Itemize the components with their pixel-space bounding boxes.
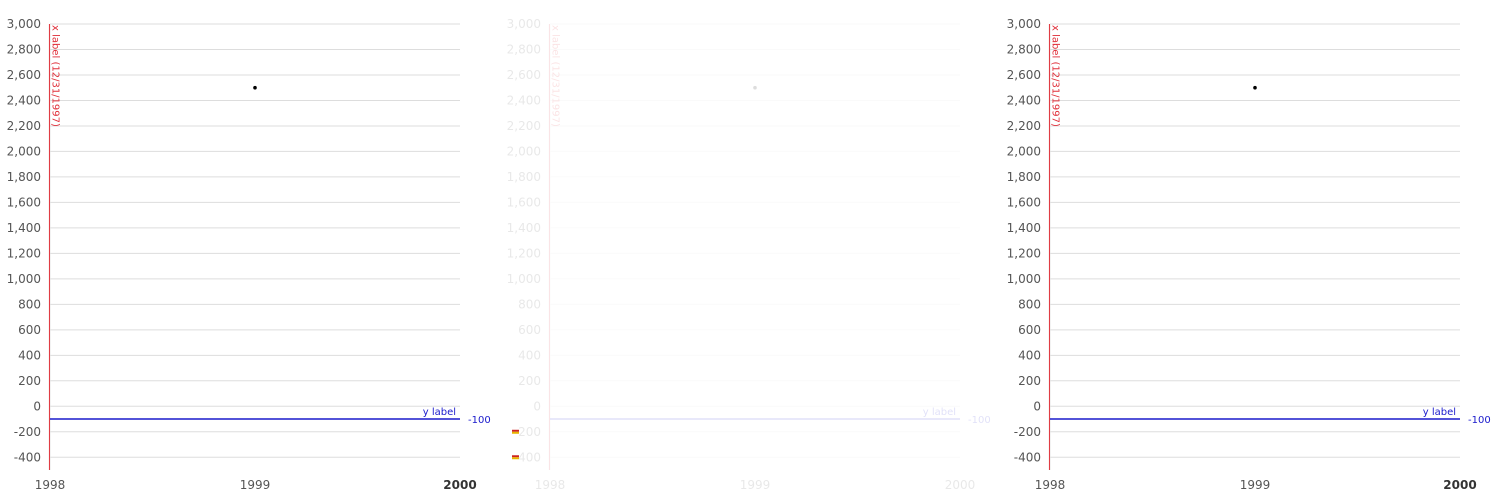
y-tick-label: 400 — [518, 348, 541, 362]
y-annotation-value-label: -100 — [1468, 415, 1491, 426]
y-tick-label: 1,400 — [1007, 221, 1041, 235]
y-tick-label: -400 — [1014, 450, 1041, 464]
chart-panel-middle: 3,000 2,800 2,600 2,400 2,200 2,000 1,800 1,600… — [507, 17, 991, 492]
legend-marker-glyph — [512, 429, 519, 434]
legend-marker-glyph — [512, 455, 519, 460]
x-tick-label: 2000 — [945, 478, 976, 492]
y-tick-label: 400 — [18, 348, 41, 362]
y-annotation-label: y label — [923, 407, 956, 418]
y-tick-label: 2,000 — [507, 144, 541, 158]
data-point[interactable] — [753, 85, 757, 90]
x-annotation-label: x label (12/31/1997) — [549, 25, 560, 127]
y-annotation-label: y label — [423, 407, 456, 418]
y-tick-label: 2,000 — [7, 144, 41, 158]
x-tick-label: 1999 — [740, 478, 771, 492]
x-tick-label: 2000 — [1443, 478, 1476, 492]
y-tick-label: 2,800 — [1007, 42, 1041, 56]
data-point[interactable] — [253, 85, 257, 90]
x-tick-label: 1998 — [35, 478, 66, 492]
y-tick-label: 1,800 — [1007, 170, 1041, 184]
x-annotation-label: x label (12/31/1997) — [49, 25, 60, 127]
y-tick-label: 2,400 — [7, 93, 41, 107]
y-tick-label: 1,000 — [507, 272, 541, 286]
chart-panel-left: 3,000 2,800 2,600 2,400 2,200 2,000 1,800 1,600… — [7, 17, 491, 492]
y-tick-label: -400 — [14, 450, 41, 464]
x-annotation-label: x label (12/31/1997) — [1049, 25, 1060, 127]
y-tick-label: 800 — [518, 297, 541, 311]
y-tick-label: 3,000 — [1007, 17, 1041, 31]
y-tick-label: 0 — [533, 399, 541, 413]
chart-panel-right: 3,000 2,800 2,600 2,400 2,200 2,000 1,800 1,600… — [1007, 17, 1491, 492]
y-tick-label: 2,600 — [7, 68, 41, 82]
y-tick-label: 1,200 — [1007, 246, 1041, 260]
y-tick-label: 2,200 — [7, 119, 41, 133]
y-tick-label: 1,600 — [507, 195, 541, 209]
y-tick-label: 2,200 — [1007, 119, 1041, 133]
x-tick-label: 1998 — [535, 478, 566, 492]
y-tick-label: 3,000 — [7, 17, 41, 31]
y-tick-label: 1,800 — [7, 170, 41, 184]
y-tick-label: 2,800 — [7, 42, 41, 56]
x-tick-label: 1998 — [1035, 478, 1066, 492]
y-tick-label: 1,000 — [7, 272, 41, 286]
y-tick-label: 200 — [1018, 374, 1041, 388]
y-tick-label: -200 — [514, 425, 541, 439]
x-tick-label: 2000 — [443, 478, 476, 492]
y-tick-label: 800 — [1018, 297, 1041, 311]
y-tick-label: 600 — [18, 323, 41, 337]
y-tick-label: 1,600 — [1007, 195, 1041, 209]
y-annotation-label: y label — [1423, 407, 1456, 418]
y-tick-label: 2,600 — [507, 68, 541, 82]
x-tick-label: 1999 — [240, 478, 271, 492]
y-tick-label: -200 — [1014, 425, 1041, 439]
x-tick-label: 1999 — [1240, 478, 1271, 492]
y-annotation-value-label: -100 — [468, 415, 491, 426]
y-tick-label: -400 — [514, 450, 541, 464]
y-tick-label: 2,200 — [507, 119, 541, 133]
y-tick-label: 400 — [1018, 348, 1041, 362]
y-tick-label: 2,400 — [507, 93, 541, 107]
y-tick-label: 2,800 — [507, 42, 541, 56]
y-annotation-value-label: -100 — [968, 415, 991, 426]
y-tick-label: 0 — [1033, 399, 1041, 413]
y-tick-label: 1,000 — [1007, 272, 1041, 286]
y-tick-label: 3,000 — [507, 17, 541, 31]
y-tick-label: 1,400 — [507, 221, 541, 235]
y-tick-label: 200 — [518, 374, 541, 388]
y-tick-label: 1,400 — [7, 221, 41, 235]
y-tick-label: -200 — [14, 425, 41, 439]
y-tick-label: 600 — [1018, 323, 1041, 337]
y-tick-label: 800 — [18, 297, 41, 311]
y-tick-label: 1,200 — [7, 246, 41, 260]
y-tick-label: 600 — [518, 323, 541, 337]
y-tick-label: 1,600 — [7, 195, 41, 209]
y-tick-label: 0 — [33, 399, 41, 413]
y-tick-label: 200 — [18, 374, 41, 388]
data-point[interactable] — [1253, 85, 1257, 90]
y-tick-label: 2,000 — [1007, 144, 1041, 158]
y-tick-label: 1,800 — [507, 170, 541, 184]
y-tick-label: 2,400 — [1007, 93, 1041, 107]
y-tick-label: 1,200 — [507, 246, 541, 260]
y-tick-label: 2,600 — [1007, 68, 1041, 82]
